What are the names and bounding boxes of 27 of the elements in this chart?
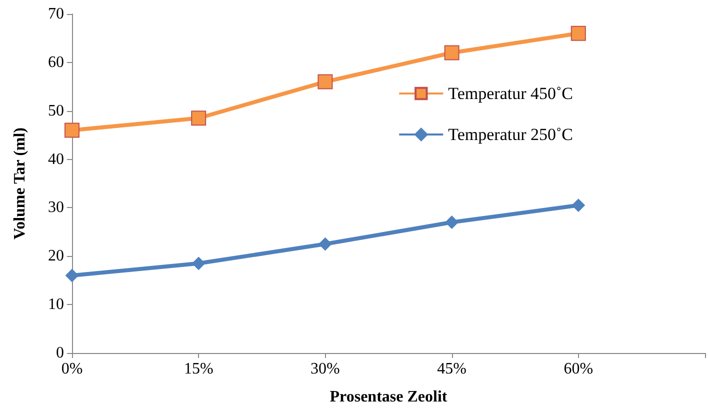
point [66,269,78,282]
point [64,122,80,138]
x-tick-label: 0% [61,360,83,378]
point [318,74,333,90]
x-tick-label: 60% [564,360,594,378]
legend-label: Temperatur 250˚C [448,125,574,144]
y-tick-label: 60 [48,54,64,71]
x-tick-label: 30% [310,360,340,378]
legend-label: Temperatur 450˚C [448,84,574,103]
point [444,45,460,60]
y-tick-label: 20 [48,248,64,265]
x-tick-label: 45% [437,360,466,378]
point [445,216,458,229]
y-axis-title: Volume Tar (ml) [12,127,28,240]
y-tick-label: 50 [48,102,64,120]
y-tick-label: 30 [48,199,64,216]
x-tick-label: 15% [184,360,214,378]
y-tick-label: 70 [48,6,64,22]
point [192,256,206,270]
y-tick-label: 40 [48,150,64,168]
point [572,198,585,212]
x-axis-title: Prosentase Zeolit [330,388,448,406]
y-tick-label: 0 [56,344,64,362]
point [318,238,332,251]
point [570,26,586,41]
y-tick-label: 10 [48,296,64,314]
point [191,110,206,126]
